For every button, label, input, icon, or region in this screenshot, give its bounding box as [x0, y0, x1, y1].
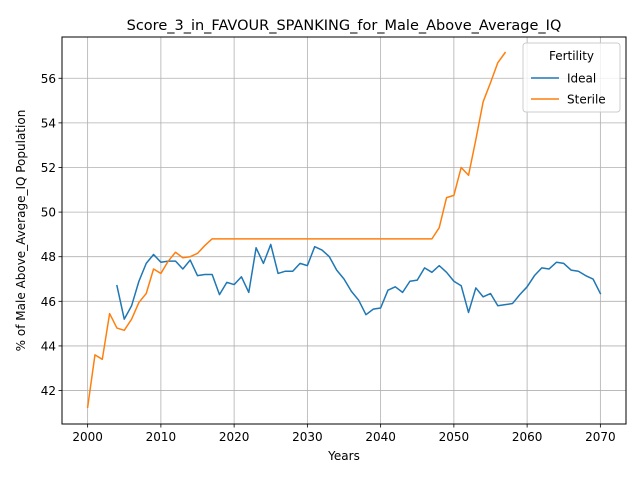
legend-title: Fertility: [549, 49, 594, 63]
y-tick-label: 52: [41, 161, 56, 175]
x-tick-label: 2000: [72, 430, 103, 444]
x-axis-label: Years: [327, 449, 360, 463]
y-tick-label: 48: [41, 250, 56, 264]
x-tick-label: 2060: [512, 430, 543, 444]
y-tick-label: 46: [41, 295, 56, 309]
x-tick-label: 2050: [439, 430, 470, 444]
x-tick-label: 2010: [146, 430, 177, 444]
y-tick-label: 56: [41, 72, 56, 86]
x-tick-label: 2020: [219, 430, 250, 444]
chart-title: Score_3_in_FAVOUR_SPANKING_for_Male_Abov…: [127, 18, 562, 34]
y-tick-label: 44: [41, 339, 56, 353]
legend-label-sterile: Sterile: [567, 93, 606, 107]
legend: Fertility Ideal Sterile: [523, 43, 620, 112]
x-tick-label: 2040: [365, 430, 396, 444]
x-tick-label: 2030: [292, 430, 323, 444]
y-axis-label: % of Male Above_Average_IQ Population: [14, 110, 28, 352]
y-tick-label: 54: [41, 116, 56, 130]
y-tick-label: 50: [41, 206, 56, 220]
x-tick-label: 2070: [585, 430, 616, 444]
legend-label-ideal: Ideal: [567, 72, 596, 86]
y-tick-label: 42: [41, 384, 56, 398]
